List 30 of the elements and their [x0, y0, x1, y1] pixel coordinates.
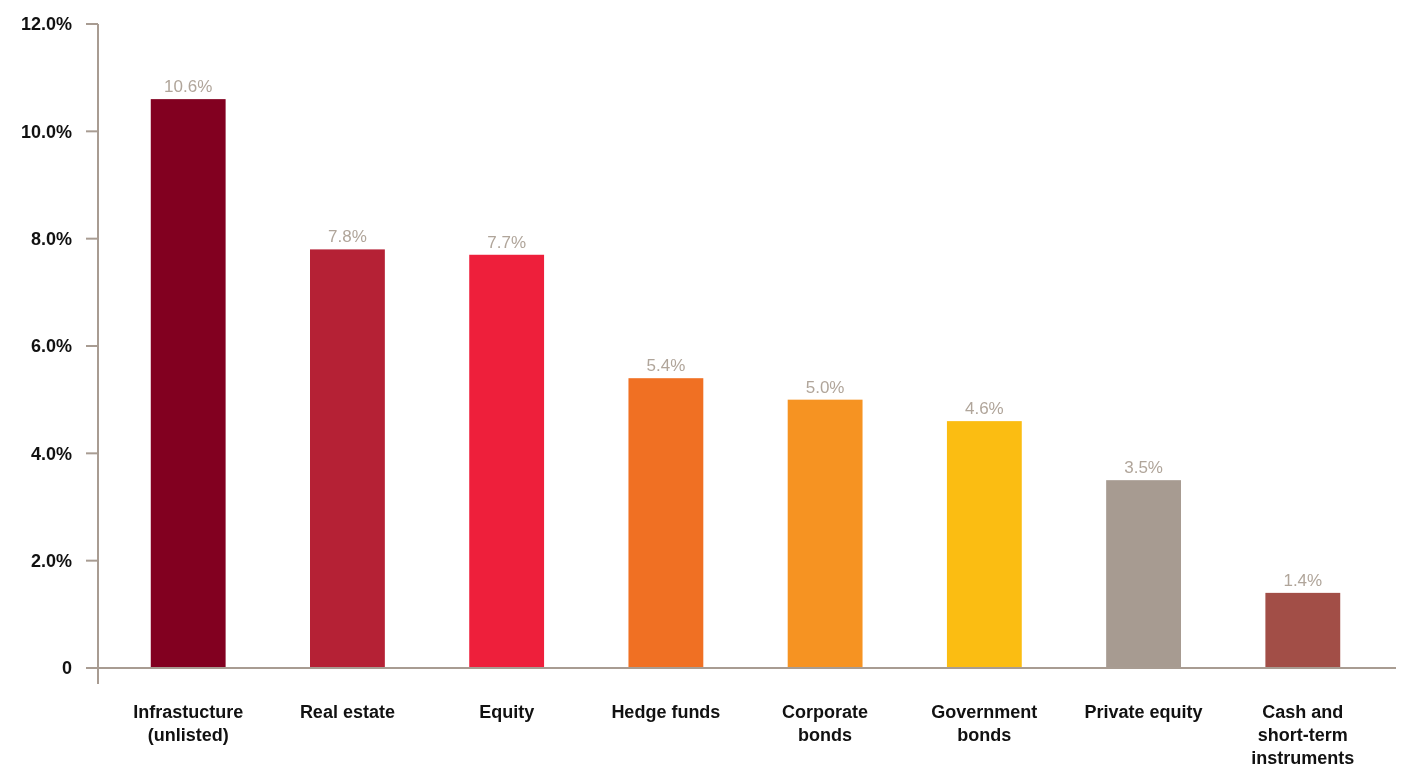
data-label: 5.4%: [646, 356, 686, 376]
x-tick-label: Equity: [479, 702, 535, 722]
data-label: 7.7%: [487, 232, 527, 252]
y-tick-label: 12.0%: [20, 14, 72, 35]
bar: [787, 399, 863, 668]
bar: [1265, 592, 1341, 668]
x-tick-label: Government bonds: [931, 702, 1038, 745]
bar: [469, 254, 545, 668]
y-tick-label: 6.0%: [30, 336, 72, 357]
x-tick-label: Real estate: [299, 702, 395, 722]
data-label: 5.0%: [805, 377, 845, 397]
x-tick-label: Private equity: [1084, 702, 1203, 722]
data-label: 3.5%: [1124, 458, 1163, 478]
y-tick-label: 2.0%: [30, 550, 72, 571]
x-tick-label: Cash and short-term instruments: [1251, 702, 1355, 768]
x-tick-label: Hedge funds: [611, 702, 721, 722]
y-tick-label: 0: [61, 658, 72, 679]
y-tick-label: 10.0%: [20, 121, 72, 142]
bar: [946, 421, 1022, 668]
data-label: 1.4%: [1283, 570, 1323, 590]
data-label: 10.6%: [164, 77, 213, 97]
bar: [150, 99, 226, 668]
data-label: 7.8%: [328, 227, 367, 247]
bar: [628, 378, 704, 668]
x-tick-label: Corporate bonds: [782, 702, 869, 745]
data-label: 4.6%: [964, 399, 1004, 419]
y-tick-label: 4.0%: [30, 443, 72, 464]
y-tick-label: 8.0%: [30, 228, 72, 249]
bar: [310, 249, 385, 668]
x-tick-label: Infrastucture (unlisted): [133, 702, 244, 745]
